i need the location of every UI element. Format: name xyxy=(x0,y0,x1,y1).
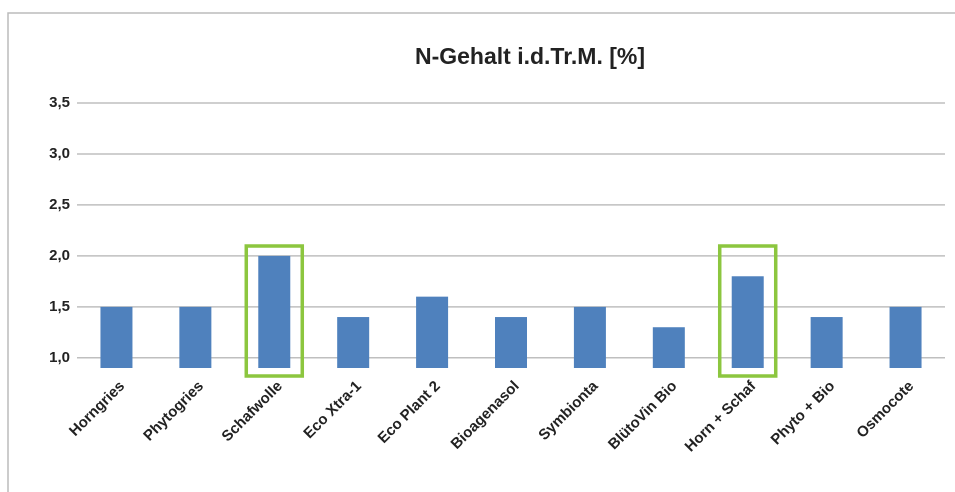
y-tick-label: 1,5 xyxy=(49,298,70,315)
bar xyxy=(573,306,606,368)
bar xyxy=(100,306,133,368)
y-tick-label: 1,0 xyxy=(49,349,70,366)
highlight-box xyxy=(717,244,778,378)
y-tick-label: 2,0 xyxy=(49,247,70,264)
bar xyxy=(495,317,527,368)
bar xyxy=(889,306,922,368)
bar xyxy=(810,317,843,368)
chart-title: N-Gehalt i.d.Tr.M. [%] xyxy=(415,43,645,69)
highlight-box xyxy=(244,244,305,378)
y-tick-label: 2,5 xyxy=(49,196,70,213)
bar xyxy=(179,306,212,368)
y-tick-label: 3,0 xyxy=(49,145,70,162)
y-tick-label: 3,5 xyxy=(49,94,70,111)
bar xyxy=(416,296,449,368)
bar xyxy=(337,317,370,368)
bar xyxy=(652,327,685,368)
bar xyxy=(258,255,291,368)
bar xyxy=(731,276,764,368)
frame xyxy=(7,12,955,492)
